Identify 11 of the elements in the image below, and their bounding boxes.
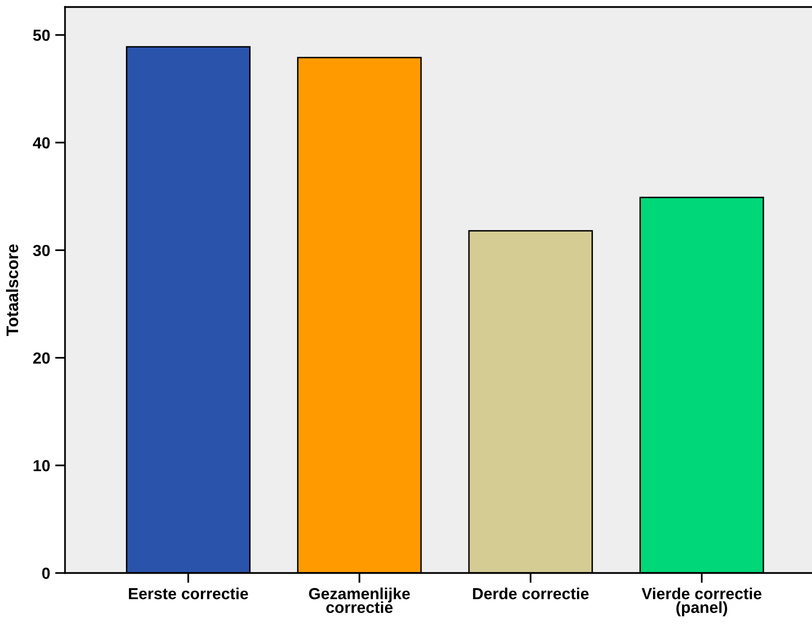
y-tick-label: 20 — [33, 352, 50, 364]
y-tick-label: 10 — [34, 460, 50, 472]
x-tick-label: Vierde correctie (panel) — [642, 588, 762, 616]
y-tick-label: 50 — [33, 30, 50, 41]
x-tick-label: Gezamenlijke correctie — [309, 588, 410, 614]
x-tick-label: Eerste correctie — [128, 588, 248, 600]
y-tick-label: 0 — [42, 568, 50, 579]
y-tick-label: 30 — [33, 244, 50, 256]
y-tick-label: 40 — [32, 137, 50, 149]
y-axis-title: Totaalscore — [6, 244, 18, 336]
x-tick-label: Derde correctie — [473, 588, 589, 600]
